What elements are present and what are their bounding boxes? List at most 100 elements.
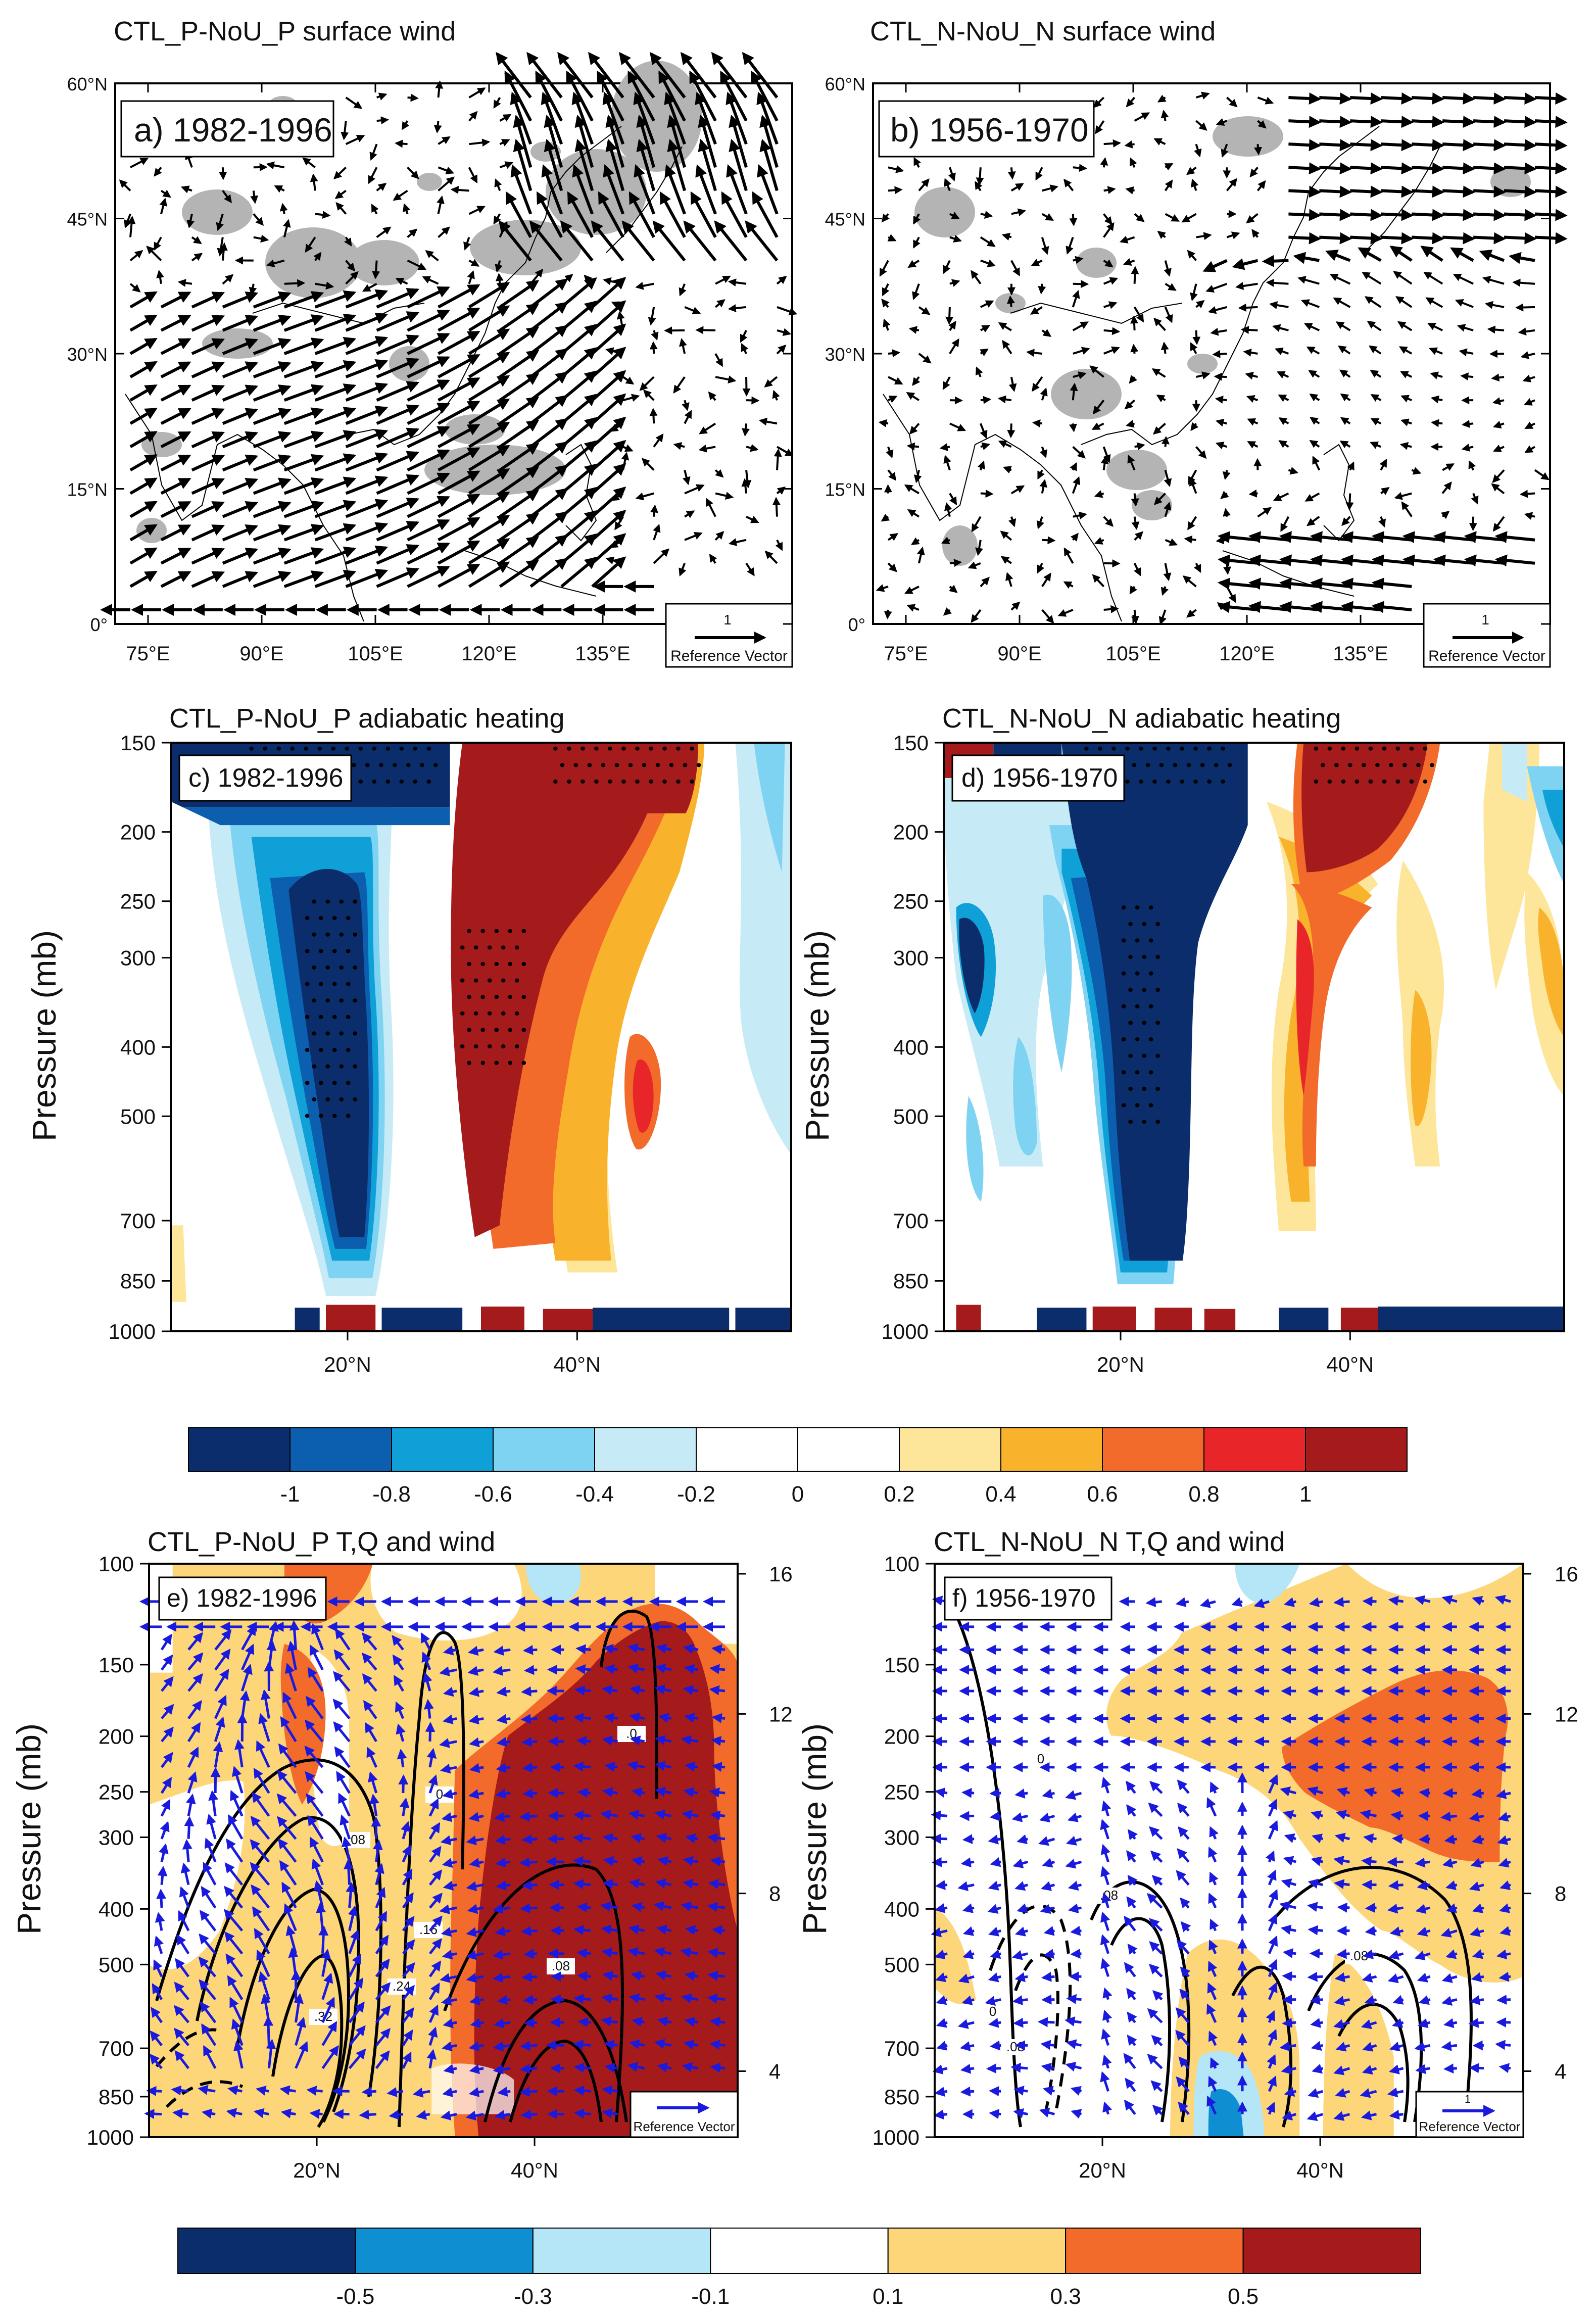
pb-wind-vector (1073, 371, 1087, 379)
wind-vector (210, 1767, 221, 1794)
stipple-dot (1314, 779, 1319, 784)
stipple-dot (480, 929, 485, 933)
stipple-dot (642, 763, 647, 767)
stipple-dot (508, 961, 513, 967)
pa-wind-vector (222, 274, 234, 285)
pa-wind-vector (777, 306, 798, 316)
stipple-dot (353, 998, 358, 1003)
panel-e-x-ticks: 20°N 40°N (293, 2137, 558, 2182)
pa-wind-vector (499, 513, 540, 542)
wind-vector (1471, 1788, 1484, 1799)
pb-wind-vector (1319, 232, 1352, 245)
pb-wind-vector (1031, 259, 1043, 266)
pb-wind-vector (1235, 282, 1258, 290)
pa-wind-vector (529, 534, 568, 565)
pa-wind-vector (253, 454, 292, 472)
pa-wind-vector (160, 189, 171, 198)
pb-wind-vector (1310, 417, 1320, 425)
pb-wind-vector (1207, 306, 1227, 314)
pa-wind-vector (222, 454, 259, 472)
pb-wind-vector (1103, 259, 1114, 268)
pc-ytick-label: 150 (120, 731, 156, 755)
pb-wind-vector (1400, 371, 1413, 378)
pb-wind-vector (1035, 167, 1043, 181)
pb-wind-vector (1278, 440, 1289, 448)
wind-vector (711, 1713, 726, 1723)
stipple-dot (1148, 1004, 1153, 1008)
pb-wind-vector (1187, 250, 1197, 261)
pa-wind-vector (438, 307, 480, 332)
stipple-dot (1145, 763, 1150, 767)
pb-wind-vector (1226, 178, 1237, 191)
stipple-dot (1321, 763, 1325, 767)
colorbar-box (1065, 2228, 1244, 2274)
stipple-dot (1207, 779, 1212, 784)
stipple-dot (1121, 1004, 1126, 1008)
pb-wind-vector (1491, 373, 1505, 382)
panel-c-label: c) 1982-1996 (188, 763, 343, 793)
pb-wind-vector (1300, 299, 1320, 308)
pa-wind-vector (222, 571, 259, 588)
pa-wind-vector (499, 536, 540, 565)
stipple-dot (460, 1011, 465, 1016)
stipple-dot (339, 1031, 344, 1036)
stipple-dot (325, 1097, 330, 1102)
wind-vector (990, 2040, 1001, 2051)
pb-wind-vector (980, 259, 996, 267)
stipple-dot (304, 746, 309, 751)
pb-wind-vector (949, 212, 960, 220)
colorbar-label: -0.1 (691, 2284, 730, 2309)
colorbar-label: 0.6 (1087, 1482, 1118, 1507)
pb-wind-vector (1395, 296, 1413, 308)
stipple-dot (1200, 763, 1205, 767)
wind-vector (710, 2062, 726, 2073)
pb-wind-vector (1100, 157, 1108, 168)
pc-ytick-label: 1000 (109, 1320, 156, 1343)
pb-wind-vector (949, 279, 960, 287)
wind-vector (156, 1889, 167, 1908)
pb-wind-vector (1504, 162, 1537, 175)
pa-wind-vector (376, 311, 420, 332)
pb-wind-vector (1534, 185, 1568, 198)
stipple-dot (573, 763, 578, 767)
pb-wind-vector (1492, 397, 1505, 405)
stipple-dot (339, 965, 344, 970)
colorbar-box (289, 1427, 392, 1472)
pa-wind-vector (314, 523, 357, 542)
pa-wind-vector (369, 143, 378, 161)
pa-wind-vector (643, 389, 655, 401)
pb-wind-vector (1473, 116, 1506, 128)
stipple-dot (1207, 746, 1212, 751)
stipple-dot (1155, 954, 1160, 959)
pa-wind-vector (690, 191, 717, 238)
pf-y2tick-label: 16 (1555, 1562, 1578, 1586)
pa-wind-vector (345, 545, 389, 565)
pb-wind-vector (949, 338, 959, 355)
pa-wind-vector (572, 164, 594, 215)
pa-wind-vector (422, 276, 439, 285)
pb-wind-vector (1070, 382, 1078, 401)
pa-wind-vector (468, 492, 510, 518)
stipple-dot (521, 1028, 526, 1032)
pb-wind-vector (1534, 232, 1568, 245)
pa-wind-vector (160, 501, 191, 518)
pa-wind-vector (653, 548, 670, 564)
pa-wind-vector (376, 474, 420, 495)
pb-wind-vector (1455, 299, 1474, 308)
pb-xtick-label: 105°E (1105, 643, 1160, 665)
colorbar-1-labels: -1 -0.8 -0.6 -0.4 -0.2 0 0.2 0.4 0.6 0.8 1 (280, 1482, 1312, 1507)
pa-xtick-label: 105°E (348, 643, 403, 665)
pa-wind-vector (438, 424, 480, 449)
stipple-dot (312, 932, 316, 937)
pb-wind-vector (1103, 139, 1122, 148)
stipple-dot (690, 779, 694, 784)
pb-wind-vector (1165, 213, 1180, 222)
stipple-dot (460, 945, 465, 950)
pa-wind-vector (679, 563, 687, 577)
pb-wind-vector (1195, 120, 1207, 131)
wind-vector (521, 1971, 538, 1982)
pb-wind-vector (1276, 371, 1289, 379)
pa-wind-vector (154, 167, 162, 177)
panel-c-ylabel: Pressure (mb) (25, 930, 63, 1141)
